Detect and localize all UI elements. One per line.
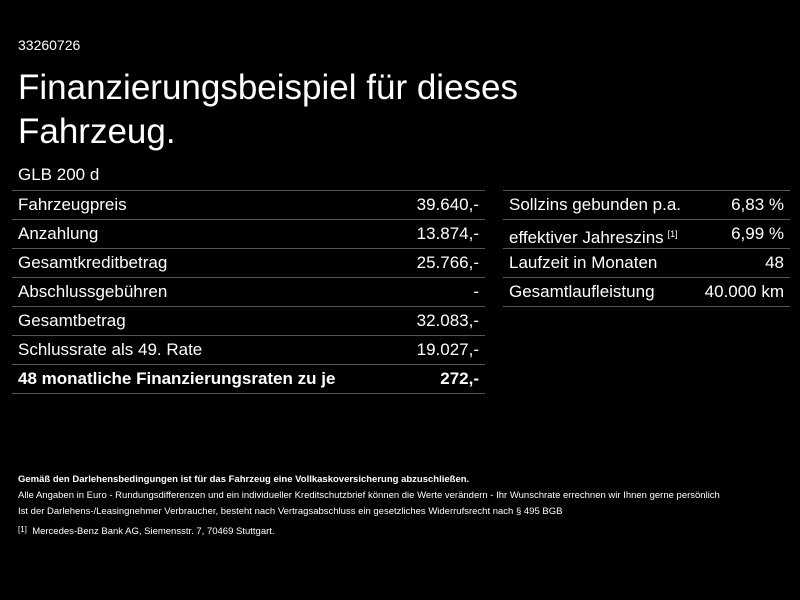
row-label: Sollzins gebunden p.a. bbox=[509, 195, 682, 214]
table-row: 48 monatliche Finanzierungsraten zu je 27… bbox=[12, 365, 485, 394]
row-value: 6,83 % bbox=[731, 195, 784, 214]
note: Ist der Darlehens-/Leasingnehmer Verbrau… bbox=[18, 506, 563, 517]
row-label: Anzahlung bbox=[18, 224, 99, 243]
row-label: Laufzeit in Monaten bbox=[509, 253, 658, 272]
table-row: Anzahlung 13.874,- bbox=[12, 220, 485, 249]
model: GLB 200 d bbox=[18, 165, 100, 184]
row-value: 6,99 % bbox=[731, 224, 784, 243]
row-value: 19.027,- bbox=[416, 340, 479, 359]
note: Alle Angaben in Euro - Rundungsdifferenz… bbox=[18, 490, 720, 501]
table-row: Gesamtbetrag 32.083,- bbox=[12, 307, 485, 336]
table-row: Fahrzeugpreis 39.640,- bbox=[12, 191, 485, 220]
title: Finanzierungsbeispiel für dieses Fahrzeu… bbox=[18, 68, 518, 151]
table-row: Laufzeit in Monaten 48 bbox=[503, 249, 790, 278]
table-row: Gesamtlaufleistung 40.000 km bbox=[503, 278, 790, 307]
row-label: Abschlussgebühren bbox=[18, 282, 168, 301]
row-value: 48 bbox=[765, 253, 784, 272]
right-table: Sollzins gebunden p.a. 6,83 % effektiver J… bbox=[503, 190, 790, 307]
row-value: 272,- bbox=[440, 369, 479, 388]
left-table: Fahrzeugpreis 39.640,- Anzahlung 13.874,- Ge… bbox=[12, 190, 485, 394]
footnote-marker: [1] bbox=[18, 525, 27, 534]
row-value: 25.766,- bbox=[416, 253, 479, 272]
row-value: 40.000 km bbox=[704, 282, 784, 301]
table-row: effektiver Jahreszins [1] 6,99 % bbox=[503, 220, 790, 249]
row-label: Gesamtlaufleistung bbox=[509, 282, 655, 301]
row-value: 13.874,- bbox=[416, 224, 479, 243]
row-value: 39.640,- bbox=[416, 195, 479, 214]
row-value: - bbox=[473, 282, 479, 301]
footnote: [1] Mercedes-Benz Bank AG, Siemensstr. 7… bbox=[18, 525, 275, 537]
note-ref: [1] bbox=[667, 229, 678, 239]
row-label: Gesamtbetrag bbox=[18, 311, 126, 330]
row-value: 32.083,- bbox=[416, 311, 479, 330]
table-row: Abschlussgebühren - bbox=[12, 278, 485, 307]
table-row: Gesamtkreditbetrag 25.766,- bbox=[12, 249, 485, 278]
row-label: effektiver Jahreszins bbox=[509, 228, 664, 247]
table-row: Schlussrate als 49. Rate 19.027,- bbox=[12, 336, 485, 365]
table-row: Sollzins gebunden p.a. 6,83 % bbox=[503, 191, 790, 220]
label-group: effektiver Jahreszins [1] bbox=[509, 220, 678, 248]
offer-id: 33260726 bbox=[18, 37, 81, 53]
row-label: Schlussrate als 49. Rate bbox=[18, 340, 203, 359]
row-label: 48 monatliche Finanzierungsraten zu je bbox=[18, 369, 336, 388]
footnote-text: Mercedes-Benz Bank AG, Siemensstr. 7, 70… bbox=[32, 526, 275, 537]
note: Gemäß den Darlehensbedingungen ist für d… bbox=[18, 474, 470, 485]
row-label: Gesamtkreditbetrag bbox=[18, 253, 168, 272]
row-label: Fahrzeugpreis bbox=[18, 195, 127, 214]
